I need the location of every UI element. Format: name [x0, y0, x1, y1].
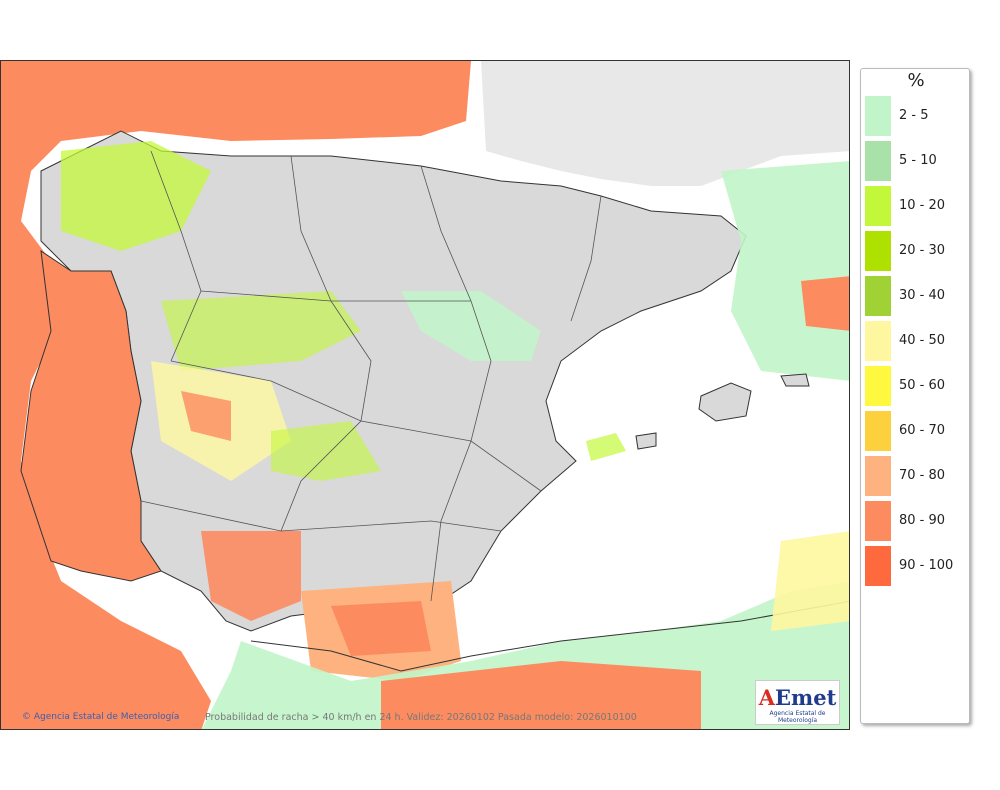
- legend-title: %: [907, 70, 925, 91]
- legend-swatch: [865, 321, 891, 361]
- legend-swatch: [865, 501, 891, 541]
- legend-item: 90 - 100: [863, 546, 969, 586]
- aemet-logo-subtitle: Agencia Estatal de Meteorología: [769, 710, 826, 724]
- region-borders: [140, 150, 602, 602]
- mancha-band: [271, 421, 381, 481]
- legend-swatch: [865, 366, 891, 406]
- africa-coastline: [250, 600, 849, 672]
- legend-label: 5 - 10: [899, 153, 937, 168]
- valencia-sea-band: [586, 433, 626, 461]
- legend-label: 80 - 90: [899, 513, 946, 528]
- map-area: [0, 60, 850, 730]
- legend-swatch: [865, 186, 891, 226]
- legend-label: 2 - 5: [899, 108, 929, 123]
- legend-swatch: [865, 96, 891, 136]
- legend-swatch: [865, 456, 891, 496]
- france-land: [481, 61, 849, 186]
- alboran-core: [331, 601, 431, 656]
- legend-swatch: [865, 276, 891, 316]
- legend-item: 50 - 60: [863, 366, 969, 406]
- agency-credit: © Agencia Estatal de Meteorología: [22, 712, 179, 722]
- legend-item: 20 - 30: [863, 231, 969, 271]
- legend-label: 20 - 30: [899, 243, 946, 258]
- legend-label: 70 - 80: [899, 468, 946, 483]
- africa-hotspot: [381, 661, 701, 729]
- portugal-region: [20, 249, 162, 582]
- legend-swatch: [865, 231, 891, 271]
- west-hotspot: [181, 391, 231, 441]
- sardinia-zone: [771, 531, 849, 631]
- legend-label: 60 - 70: [899, 423, 946, 438]
- map-caption: Probabilidad de racha > 40 km/h en 24 h.…: [205, 712, 637, 723]
- aemet-logo-mark: AEmet: [758, 685, 837, 710]
- legend-item: 60 - 70: [863, 411, 969, 451]
- legend-swatch: [865, 411, 891, 451]
- legend-item: 70 - 80: [863, 456, 969, 496]
- legend-label: 10 - 20: [899, 198, 946, 213]
- legend-label: 30 - 40: [899, 288, 946, 303]
- legend-item: 80 - 90: [863, 501, 969, 541]
- legend-item: 40 - 50: [863, 321, 969, 361]
- legend-item: 30 - 40: [863, 276, 969, 316]
- gulf-of-lion-hotspot: [801, 276, 849, 331]
- mallorca: [698, 382, 752, 422]
- agency-name: Agencia Estatal de Meteorología: [33, 712, 180, 722]
- aemet-logo: AEmet Agencia Estatal de Meteorología: [755, 680, 840, 725]
- strait-hotspot: [201, 531, 301, 621]
- ebro-band: [401, 291, 541, 361]
- central-band: [161, 291, 361, 371]
- menorca: [780, 373, 810, 387]
- legend-swatch: [865, 141, 891, 181]
- legend-item: 10 - 20: [863, 186, 969, 226]
- atlantic-high-probability: [1, 61, 471, 729]
- legend-label: 90 - 100: [899, 558, 954, 573]
- ibiza: [635, 432, 657, 450]
- legend-label: 50 - 60: [899, 378, 946, 393]
- legend-item: 5 - 10: [863, 141, 969, 181]
- legend: % 2 - 5 5 - 10 10 - 20 20 - 30 30 - 40 4…: [860, 68, 970, 724]
- probability-map: [1, 61, 849, 729]
- legend-item: 2 - 5: [863, 96, 969, 136]
- legend-label: 40 - 50: [899, 333, 946, 348]
- copyright-icon: ©: [22, 712, 31, 722]
- legend-swatch: [865, 546, 891, 586]
- galicia-band: [61, 141, 211, 251]
